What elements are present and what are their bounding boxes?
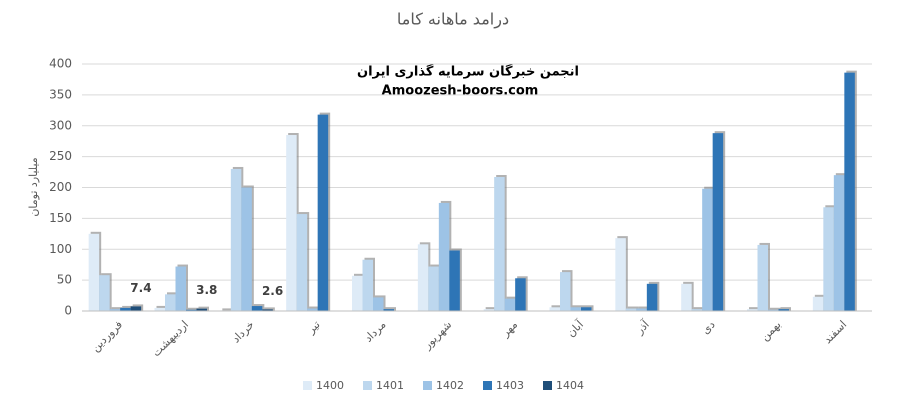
bar	[175, 266, 186, 311]
bar	[241, 187, 252, 311]
bar	[812, 296, 824, 311]
y-axis-title: میلیارد تومان	[27, 157, 40, 216]
y-tick-label: 100	[49, 242, 72, 256]
bar	[625, 308, 637, 311]
x-tick-label: اسفند	[821, 318, 849, 346]
bar	[362, 259, 373, 311]
bar	[88, 233, 100, 311]
bar-shadow	[222, 308, 233, 311]
bar	[417, 244, 429, 311]
bar	[560, 272, 571, 311]
bar	[833, 175, 845, 311]
x-tick-label: شهریور	[420, 318, 454, 352]
y-tick-label: 150	[49, 211, 72, 225]
legend-swatch	[303, 381, 312, 390]
bar	[373, 297, 384, 311]
bar	[251, 306, 263, 311]
bar	[646, 283, 658, 311]
bar-shadow	[749, 307, 760, 311]
bar	[747, 309, 758, 311]
legend-label: 1404	[556, 379, 584, 392]
bar	[581, 307, 592, 311]
x-tick-label: بهمن	[758, 318, 783, 343]
legend-swatch	[423, 381, 432, 390]
legend-label: 1402	[436, 379, 464, 392]
bar	[99, 275, 110, 311]
y-tick-label: 200	[49, 180, 72, 194]
bar	[438, 202, 450, 311]
bar	[383, 309, 394, 311]
x-tick-label: مرداد	[362, 318, 389, 345]
bar	[230, 168, 242, 311]
bar	[483, 309, 495, 311]
bar	[636, 308, 647, 311]
y-tick-label: 50	[57, 273, 72, 287]
bar-shadow	[770, 307, 781, 311]
bar	[428, 266, 439, 311]
x-tick-label: خرداد	[229, 318, 256, 345]
bar	[515, 278, 526, 311]
bar	[757, 244, 768, 311]
x-tick-label: تیر	[304, 318, 323, 337]
data-label: 2.6	[262, 284, 283, 298]
legend-swatch	[543, 381, 552, 390]
bar	[778, 309, 789, 311]
annotation: Amoozesh-boors.com	[382, 84, 539, 99]
x-tick-label: مهر	[498, 318, 520, 340]
x-tick-label: فروردین	[89, 318, 125, 354]
chart-title: درامد ماهانه کاما	[397, 10, 509, 30]
legend-swatch	[483, 381, 492, 390]
bar	[196, 308, 207, 311]
x-tick-label: آذر	[632, 317, 653, 338]
bar-shadow	[111, 307, 123, 311]
bar-shadow	[693, 307, 705, 311]
bar	[615, 238, 626, 311]
bar-shadow	[188, 307, 199, 311]
bar	[186, 309, 197, 311]
bar	[504, 298, 516, 311]
x-tick-label: آبان	[564, 317, 587, 340]
bar-shadow	[264, 307, 275, 311]
bar-shadow	[485, 307, 497, 311]
x-tick-label: دی	[699, 318, 718, 337]
y-tick-label: 350	[49, 87, 72, 101]
y-tick-label: 0	[64, 304, 72, 318]
legend-swatch	[363, 381, 372, 390]
bar	[120, 307, 131, 311]
legend-label: 1401	[376, 379, 404, 392]
bar	[712, 133, 724, 311]
bar	[494, 177, 505, 311]
y-tick-label: 250	[49, 149, 72, 163]
bar	[691, 309, 703, 311]
y-tick-label: 400	[49, 57, 72, 71]
bar	[768, 309, 779, 311]
legend-label: 1403	[496, 379, 524, 392]
bar	[823, 207, 834, 311]
bar	[286, 135, 297, 311]
bar	[549, 307, 560, 311]
bar	[296, 214, 308, 311]
bar-shadow	[385, 307, 396, 311]
bar	[165, 294, 176, 311]
bar-shadow	[780, 307, 791, 311]
y-tick-label: 300	[49, 118, 72, 132]
bar	[681, 283, 692, 311]
bar	[844, 72, 855, 312]
bar	[317, 114, 329, 311]
bar	[352, 275, 363, 311]
bar	[109, 309, 121, 311]
data-label: 7.4	[130, 281, 151, 295]
annotation: انجمن خبرگان سرمایه گذاری ایران	[357, 64, 579, 80]
bar	[307, 308, 318, 311]
data-label: 3.8	[196, 283, 217, 297]
bar	[262, 309, 273, 311]
bar	[130, 306, 142, 311]
x-tick-label: اردیبهشت	[150, 318, 191, 359]
legend-label: 1400	[316, 379, 344, 392]
bar	[570, 307, 581, 311]
bar	[154, 307, 165, 311]
bar	[702, 188, 713, 311]
bar	[449, 250, 460, 311]
